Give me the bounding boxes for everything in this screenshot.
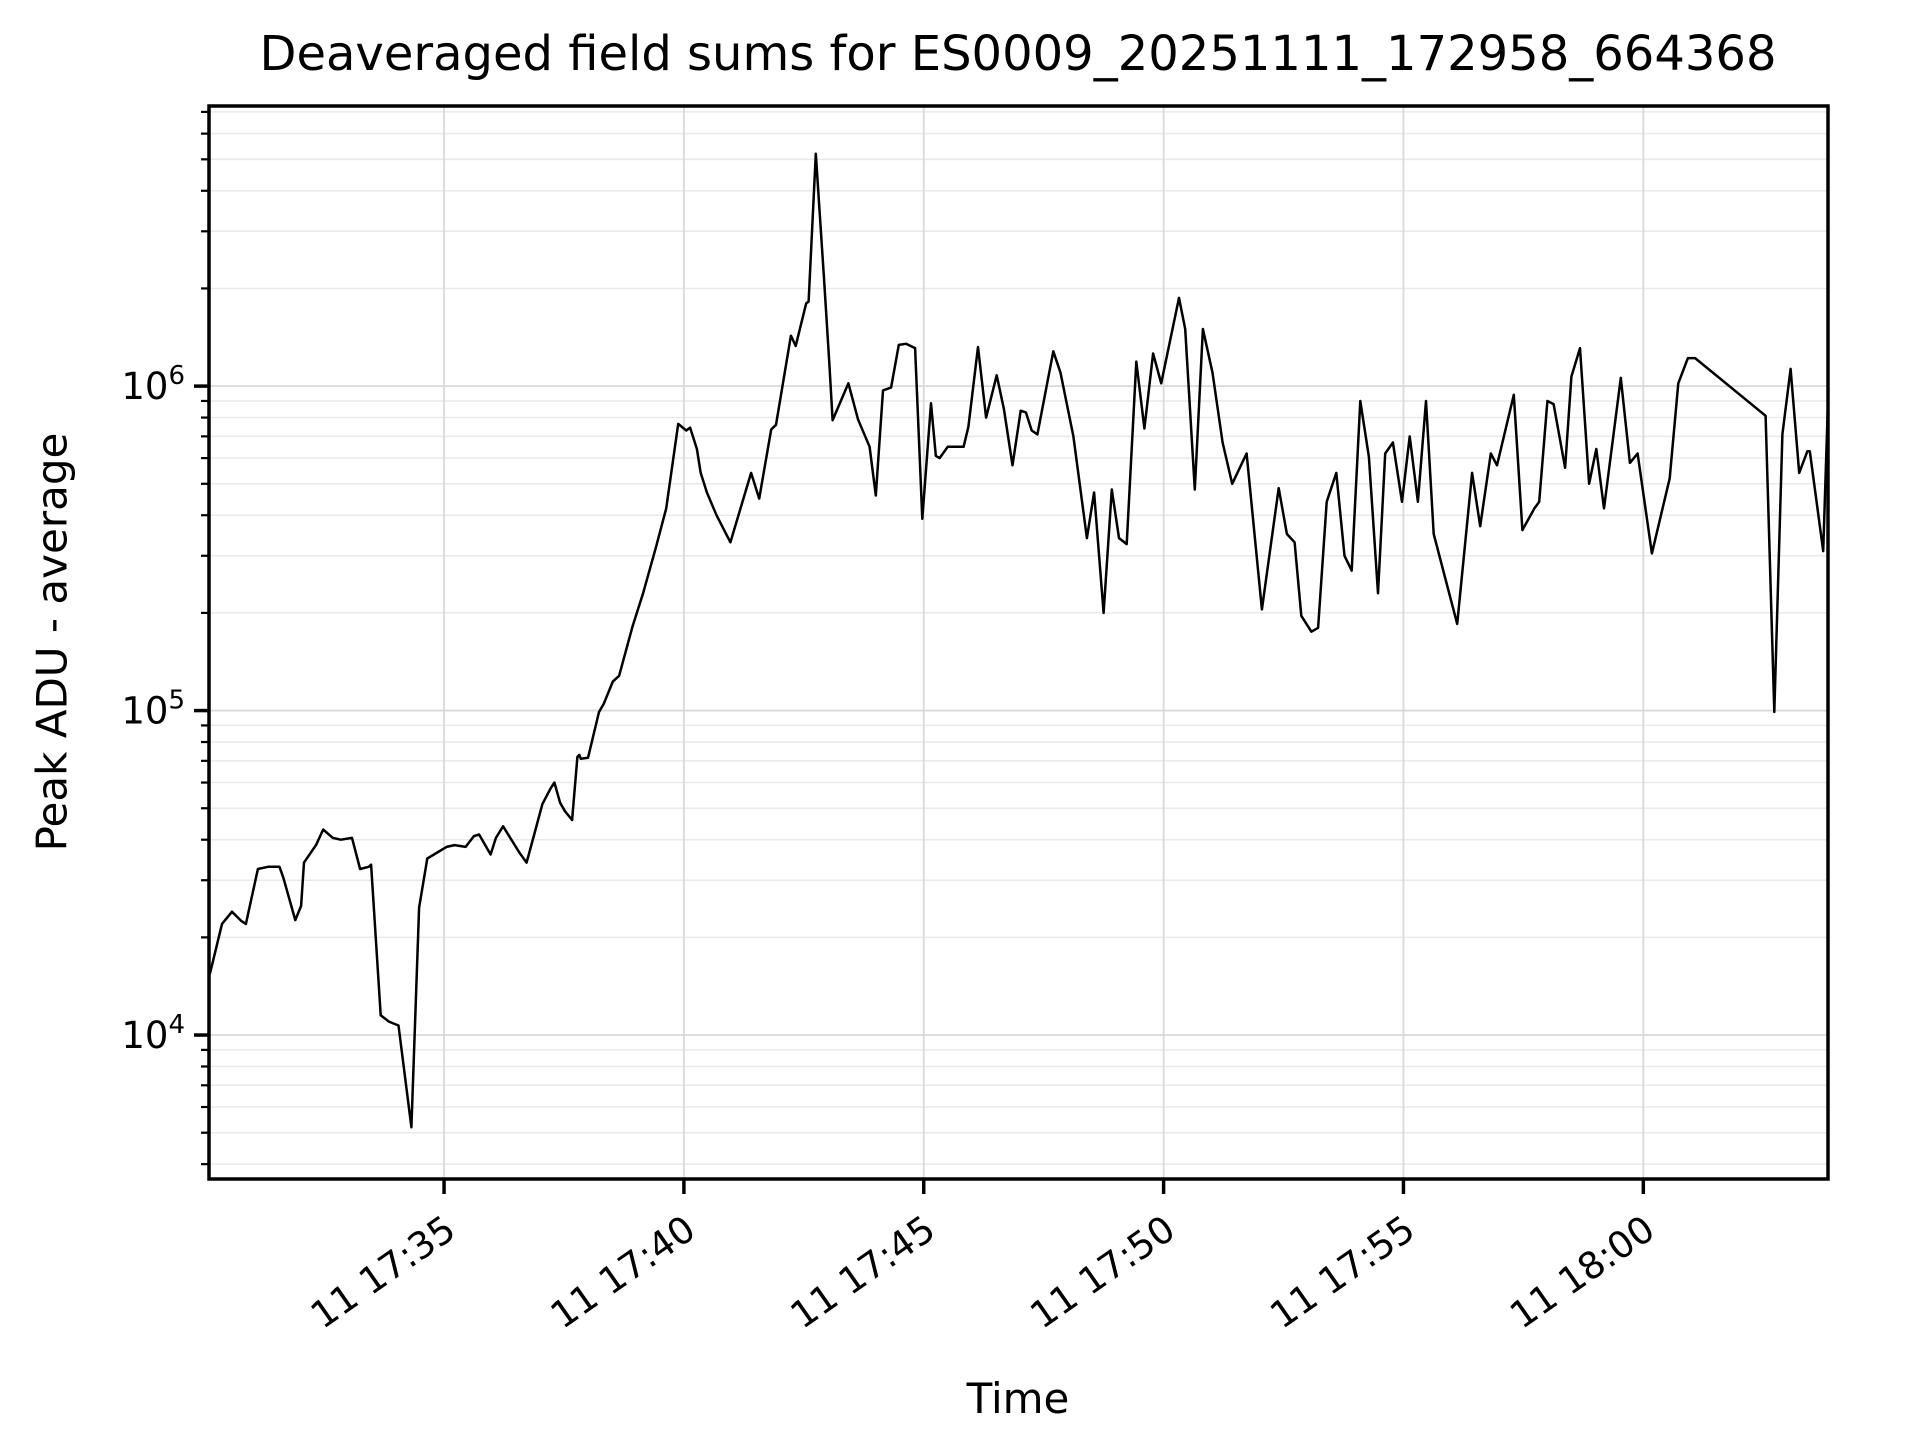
y-tick-label: 106 <box>121 361 185 408</box>
x-tick-label: 11 17:45 <box>783 1207 943 1337</box>
chart-title: Deaveraged field sums for ES0009_2025111… <box>259 26 1777 82</box>
x-axis-label: Time <box>966 1374 1070 1423</box>
x-tick-label: 11 18:00 <box>1502 1207 1662 1337</box>
x-tick-label: 11 17:55 <box>1262 1207 1422 1337</box>
y-tick-label: 105 <box>121 686 185 733</box>
y-tick-label: 104 <box>121 1010 185 1057</box>
data-line <box>208 152 1830 1129</box>
x-tick-label: 11 17:35 <box>303 1207 463 1337</box>
x-tick-label: 11 17:40 <box>543 1207 703 1337</box>
y-axis-label: Peak ADU - average <box>27 432 77 852</box>
plot-frame <box>207 104 1830 1181</box>
x-tick-label: 11 17:50 <box>1023 1207 1183 1337</box>
